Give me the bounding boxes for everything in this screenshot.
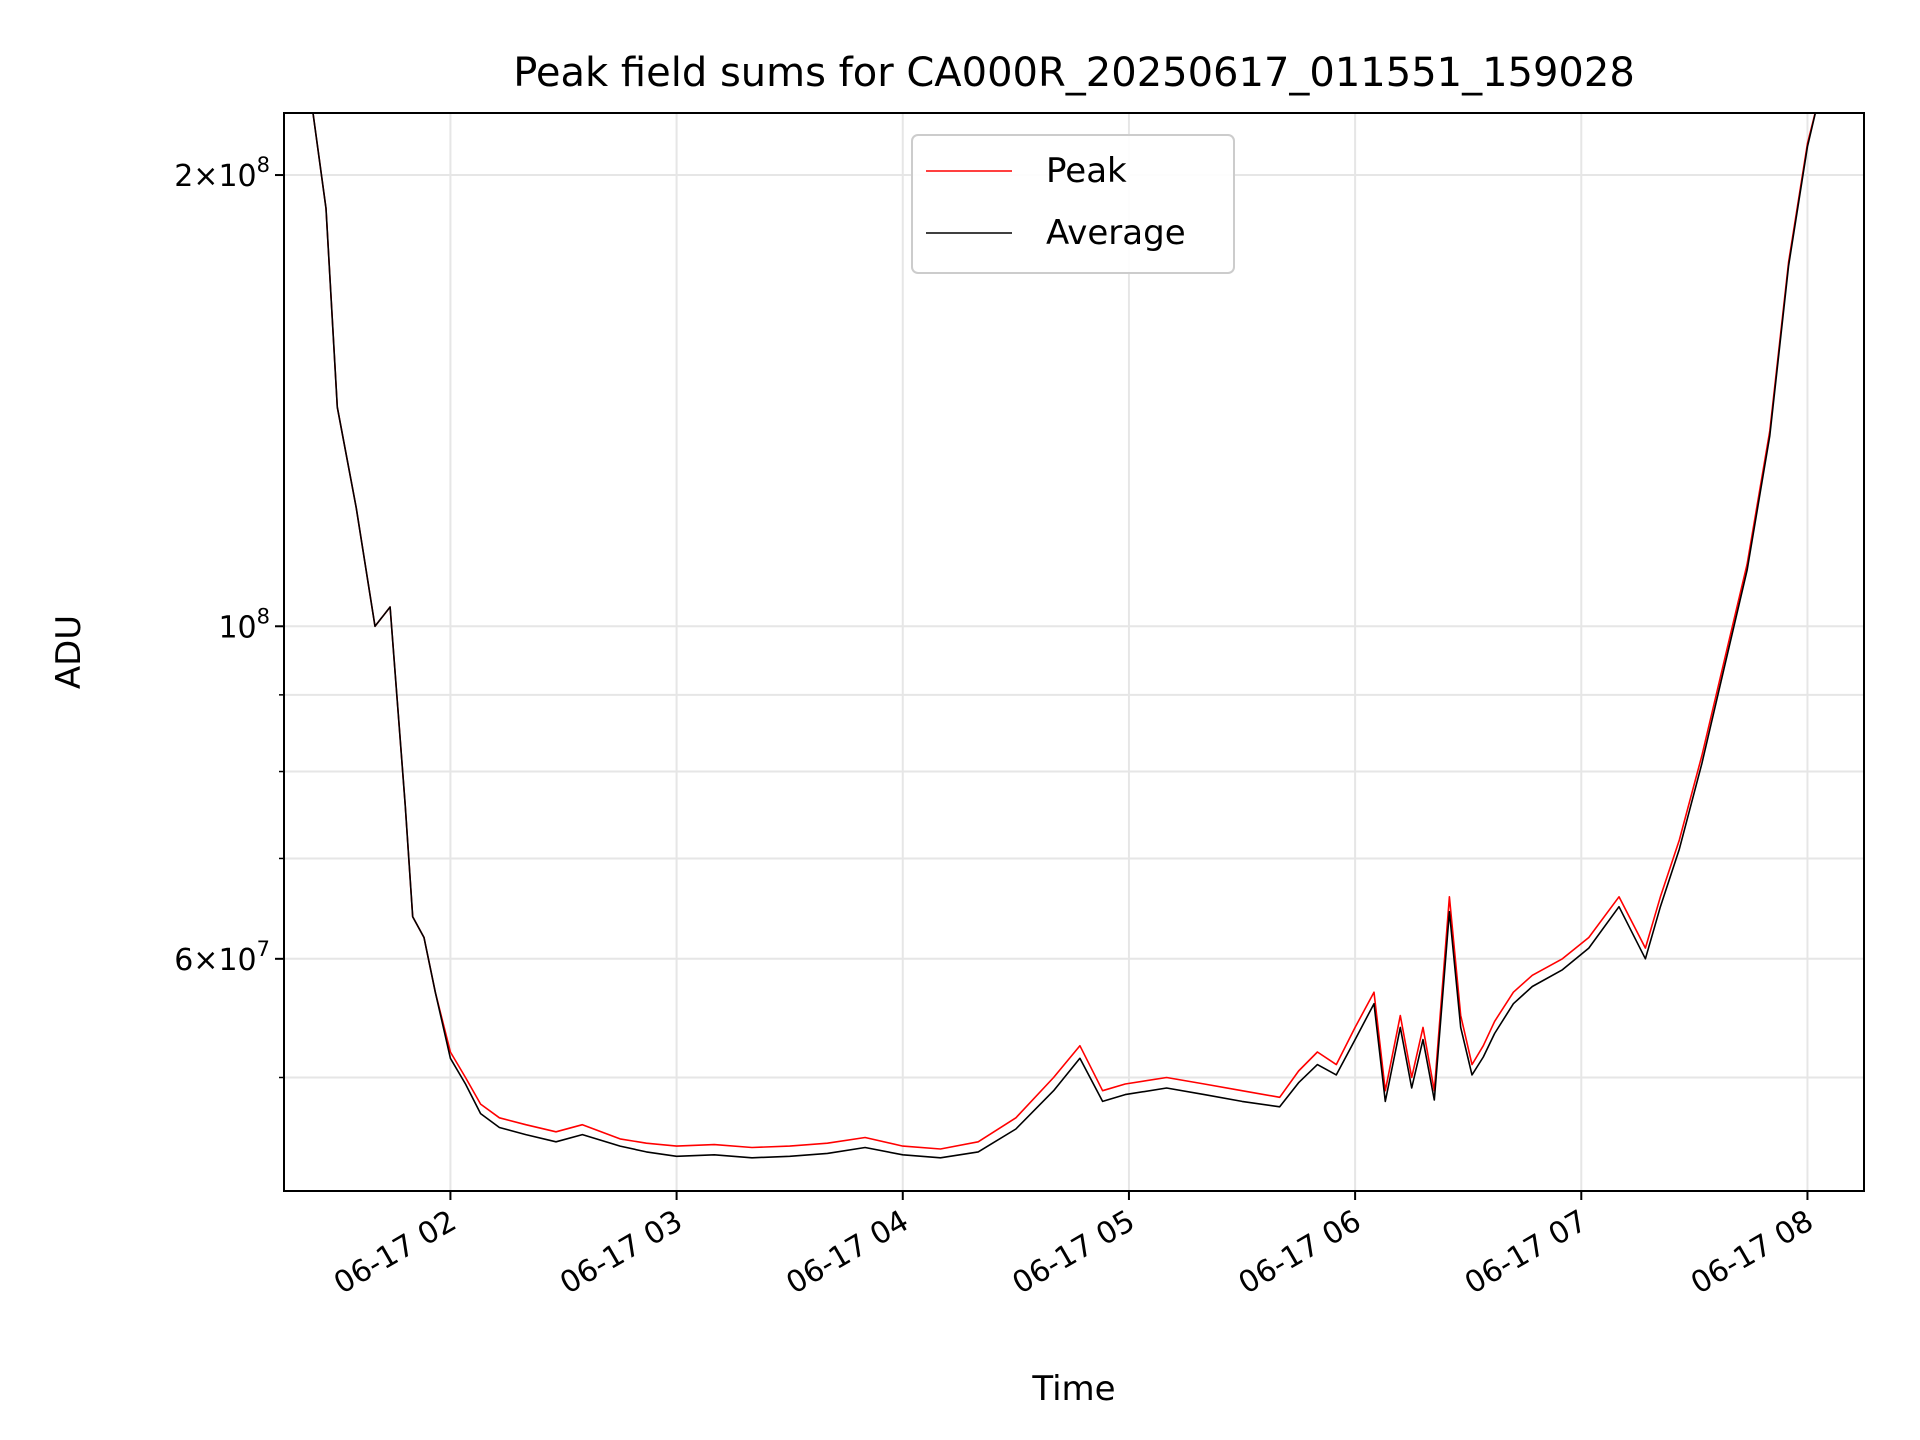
y-tick-label: 6×107 (174, 937, 270, 978)
y-tick-mantissa: 6×10 (174, 943, 256, 978)
y-axis-label: ADU (49, 615, 89, 689)
legend: Peak Average (911, 134, 1235, 274)
y-tick-exponent: 8 (257, 604, 270, 628)
y-tick-mantissa: 10 (218, 610, 256, 645)
grid (284, 113, 1864, 1191)
plot-frame (283, 112, 1865, 1192)
chart-title: Peak field sums for CA000R_20250617_0115… (513, 50, 1635, 96)
y-tick-exponent: 8 (257, 153, 270, 177)
legend-label-peak: Peak (1046, 151, 1127, 191)
y-tick-mantissa: 2×10 (174, 159, 256, 194)
legend-label-average: Average (1046, 213, 1186, 253)
series-layer (312, 113, 1817, 1159)
y-tick-exponent: 7 (257, 937, 270, 961)
legend-box (911, 134, 1235, 274)
series-line-average (312, 113, 1817, 1159)
series-line-peak (312, 113, 1816, 1150)
y-tick-label: 2×108 (174, 153, 270, 194)
y-tick-label: 108 (218, 604, 270, 645)
x-axis-label: Time (1031, 1369, 1115, 1409)
